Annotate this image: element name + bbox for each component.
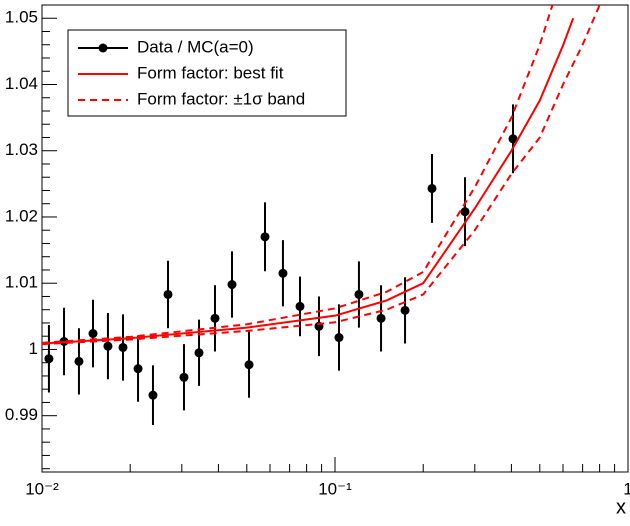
curve — [42, 17, 575, 345]
x-tick-label: 10⁻² — [25, 479, 59, 498]
data-point — [354, 289, 364, 299]
y-tick-label: 1.01 — [5, 273, 38, 292]
data-point — [74, 356, 84, 366]
data-point — [244, 360, 254, 370]
data-point — [278, 268, 288, 278]
data-point — [260, 232, 270, 242]
x-tick-label: 1 — [623, 479, 630, 498]
legend-label: Form factor: ±1σ band — [137, 89, 305, 108]
y-tick-label: 1.05 — [5, 8, 38, 27]
x-tick-label: 10⁻¹ — [318, 479, 352, 498]
data-point — [194, 348, 204, 358]
y-tick-label: 1.03 — [5, 140, 38, 159]
data-point — [460, 207, 470, 217]
data-point — [179, 372, 189, 382]
data-point — [148, 390, 158, 400]
data-point — [508, 134, 518, 144]
data-point — [210, 313, 220, 323]
data-point — [44, 354, 54, 364]
curve — [42, 5, 601, 346]
curve — [42, 5, 554, 344]
data-point — [133, 364, 143, 374]
legend-label: Form factor: best fit — [137, 63, 284, 82]
data-point — [400, 305, 410, 315]
legend-label: Data / MC(a=0) — [137, 37, 254, 56]
y-tick-label: 0.99 — [5, 405, 38, 424]
data-point — [227, 280, 237, 290]
data-point — [427, 183, 437, 193]
y-tick-label: 1.02 — [5, 206, 38, 225]
legend-marker — [98, 43, 108, 53]
y-tick-label: 1 — [29, 339, 38, 358]
data-point — [118, 342, 128, 352]
data-point — [334, 333, 344, 343]
data-point — [163, 289, 173, 299]
plot-area — [42, 5, 601, 425]
data-point — [103, 341, 113, 351]
data-point — [88, 329, 98, 339]
data-point — [295, 301, 305, 311]
data-point — [376, 313, 386, 323]
x-axis-title: x — [616, 496, 626, 518]
legend: Data / MC(a=0) Form factor: best fit Form … — [67, 29, 347, 117]
y-tick-label: 1.04 — [5, 74, 38, 93]
